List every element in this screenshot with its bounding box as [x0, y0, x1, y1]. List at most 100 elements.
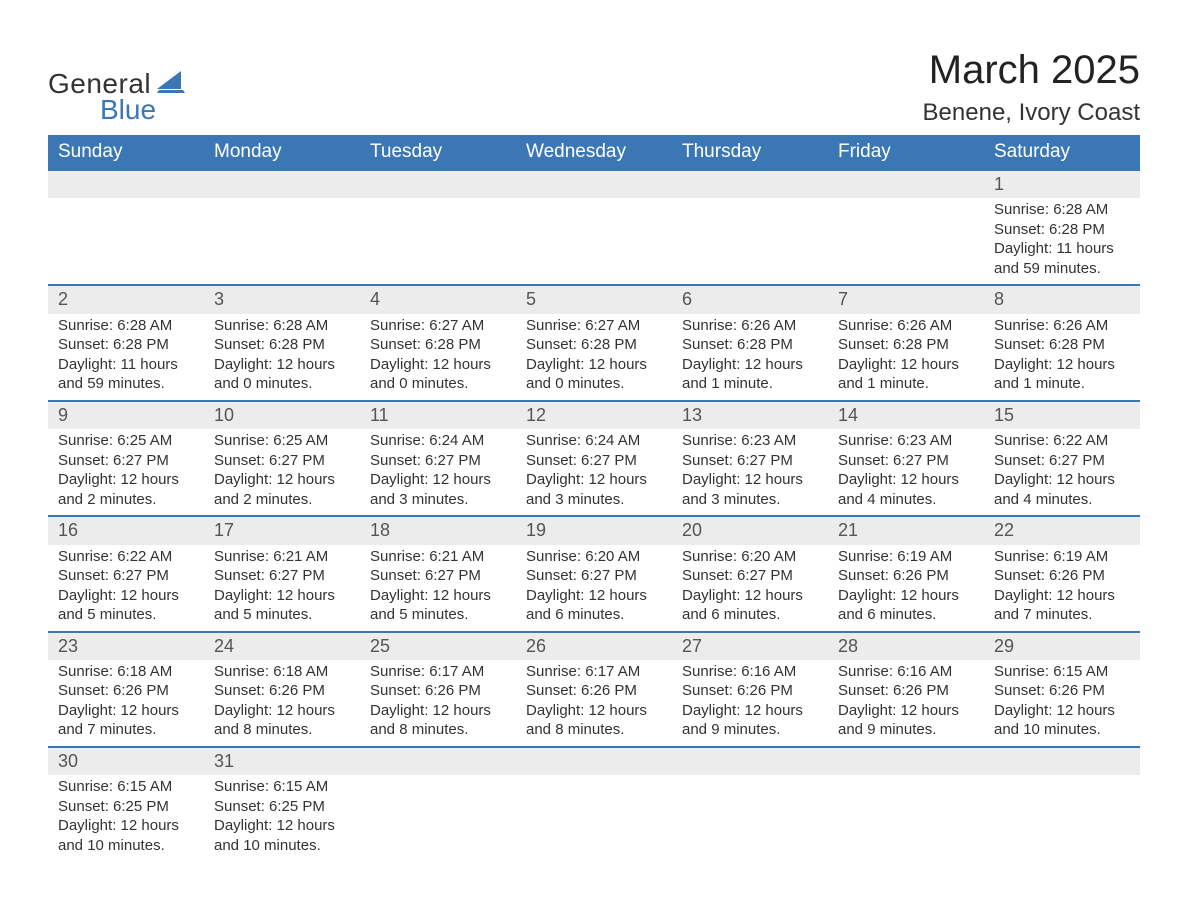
- day-number-cell: 29: [984, 632, 1140, 660]
- sunrise-text: Sunrise: 6:17 AM: [370, 662, 506, 682]
- sunrise-text: Sunrise: 6:15 AM: [58, 777, 194, 797]
- day-info-cell: [984, 775, 1140, 861]
- sunset-text: Sunset: 6:27 PM: [214, 566, 350, 586]
- day-number-cell: 14: [828, 401, 984, 429]
- day-info-cell: [672, 775, 828, 861]
- sunset-text: Sunset: 6:28 PM: [838, 335, 974, 355]
- sunrise-text: Sunrise: 6:28 AM: [994, 200, 1130, 220]
- day-number-cell: 17: [204, 516, 360, 544]
- day-number-cell: 15: [984, 401, 1140, 429]
- day-number-cell: [516, 747, 672, 775]
- daylight-text: Daylight: 12 hours and 10 minutes.: [214, 816, 350, 855]
- sunrise-text: Sunrise: 6:23 AM: [838, 431, 974, 451]
- sunrise-text: Sunrise: 6:18 AM: [58, 662, 194, 682]
- sunrise-text: Sunrise: 6:15 AM: [214, 777, 350, 797]
- day-number-cell: [672, 747, 828, 775]
- day-info-cell: Sunrise: 6:28 AMSunset: 6:28 PMDaylight:…: [48, 314, 204, 401]
- sunset-text: Sunset: 6:27 PM: [58, 451, 194, 471]
- daylight-text: Daylight: 12 hours and 0 minutes.: [370, 355, 506, 394]
- sunset-text: Sunset: 6:26 PM: [994, 681, 1130, 701]
- day-number-cell: 6: [672, 285, 828, 313]
- week-daynum-row: 16171819202122: [48, 516, 1140, 544]
- day-number-cell: 18: [360, 516, 516, 544]
- weekday-header: Friday: [828, 135, 984, 170]
- day-number-cell: [828, 747, 984, 775]
- daylight-text: Daylight: 12 hours and 9 minutes.: [682, 701, 818, 740]
- day-number-cell: 31: [204, 747, 360, 775]
- weekday-header: Monday: [204, 135, 360, 170]
- day-info-cell: Sunrise: 6:23 AMSunset: 6:27 PMDaylight:…: [828, 429, 984, 516]
- sunset-text: Sunset: 6:27 PM: [370, 566, 506, 586]
- daylight-text: Daylight: 12 hours and 10 minutes.: [994, 701, 1130, 740]
- sunrise-text: Sunrise: 6:26 AM: [838, 316, 974, 336]
- week-info-row: Sunrise: 6:15 AMSunset: 6:25 PMDaylight:…: [48, 775, 1140, 861]
- day-number-cell: 30: [48, 747, 204, 775]
- day-info-cell: [828, 775, 984, 861]
- day-info-cell: Sunrise: 6:22 AMSunset: 6:27 PMDaylight:…: [48, 545, 204, 632]
- day-number-cell: 26: [516, 632, 672, 660]
- weekday-header: Wednesday: [516, 135, 672, 170]
- day-number-cell: 25: [360, 632, 516, 660]
- day-number-cell: 2: [48, 285, 204, 313]
- sunset-text: Sunset: 6:26 PM: [682, 681, 818, 701]
- sunrise-text: Sunrise: 6:28 AM: [214, 316, 350, 336]
- sunset-text: Sunset: 6:28 PM: [994, 220, 1130, 240]
- sunset-text: Sunset: 6:28 PM: [58, 335, 194, 355]
- daylight-text: Daylight: 12 hours and 7 minutes.: [994, 586, 1130, 625]
- day-number-cell: 16: [48, 516, 204, 544]
- day-number-cell: [204, 170, 360, 198]
- daylight-text: Daylight: 11 hours and 59 minutes.: [994, 239, 1130, 278]
- day-info-cell: Sunrise: 6:16 AMSunset: 6:26 PMDaylight:…: [828, 660, 984, 747]
- day-info-cell: Sunrise: 6:23 AMSunset: 6:27 PMDaylight:…: [672, 429, 828, 516]
- day-number-cell: [360, 170, 516, 198]
- daylight-text: Daylight: 12 hours and 7 minutes.: [58, 701, 194, 740]
- daylight-text: Daylight: 12 hours and 3 minutes.: [526, 470, 662, 509]
- day-number-cell: 4: [360, 285, 516, 313]
- daylight-text: Daylight: 12 hours and 5 minutes.: [370, 586, 506, 625]
- day-info-cell: Sunrise: 6:18 AMSunset: 6:26 PMDaylight:…: [204, 660, 360, 747]
- daylight-text: Daylight: 12 hours and 1 minute.: [682, 355, 818, 394]
- day-info-cell: Sunrise: 6:16 AMSunset: 6:26 PMDaylight:…: [672, 660, 828, 747]
- sunrise-text: Sunrise: 6:27 AM: [526, 316, 662, 336]
- daylight-text: Daylight: 12 hours and 8 minutes.: [526, 701, 662, 740]
- sunset-text: Sunset: 6:28 PM: [526, 335, 662, 355]
- sunset-text: Sunset: 6:26 PM: [526, 681, 662, 701]
- day-number-cell: [516, 170, 672, 198]
- week-daynum-row: 9101112131415: [48, 401, 1140, 429]
- sunrise-text: Sunrise: 6:28 AM: [58, 316, 194, 336]
- day-number-cell: 9: [48, 401, 204, 429]
- sunset-text: Sunset: 6:26 PM: [838, 681, 974, 701]
- day-number-cell: 8: [984, 285, 1140, 313]
- sunrise-text: Sunrise: 6:21 AM: [370, 547, 506, 567]
- day-number-cell: 21: [828, 516, 984, 544]
- sunset-text: Sunset: 6:27 PM: [838, 451, 974, 471]
- sunrise-text: Sunrise: 6:16 AM: [682, 662, 818, 682]
- day-number-cell: 23: [48, 632, 204, 660]
- sunrise-text: Sunrise: 6:25 AM: [58, 431, 194, 451]
- daylight-text: Daylight: 12 hours and 8 minutes.: [214, 701, 350, 740]
- day-number-cell: 28: [828, 632, 984, 660]
- daylight-text: Daylight: 12 hours and 1 minute.: [838, 355, 974, 394]
- day-info-cell: [516, 775, 672, 861]
- sail-icon: [157, 71, 185, 98]
- day-info-cell: [672, 198, 828, 285]
- day-info-cell: Sunrise: 6:28 AMSunset: 6:28 PMDaylight:…: [984, 198, 1140, 285]
- daylight-text: Daylight: 12 hours and 0 minutes.: [214, 355, 350, 394]
- sunrise-text: Sunrise: 6:26 AM: [994, 316, 1130, 336]
- daylight-text: Daylight: 12 hours and 5 minutes.: [214, 586, 350, 625]
- day-number-cell: 13: [672, 401, 828, 429]
- sunrise-text: Sunrise: 6:22 AM: [994, 431, 1130, 451]
- day-info-cell: Sunrise: 6:22 AMSunset: 6:27 PMDaylight:…: [984, 429, 1140, 516]
- sunset-text: Sunset: 6:25 PM: [58, 797, 194, 817]
- day-info-cell: Sunrise: 6:28 AMSunset: 6:28 PMDaylight:…: [204, 314, 360, 401]
- logo: General Blue: [48, 48, 185, 126]
- sunset-text: Sunset: 6:26 PM: [58, 681, 194, 701]
- week-daynum-row: 2345678: [48, 285, 1140, 313]
- day-info-cell: Sunrise: 6:25 AMSunset: 6:27 PMDaylight:…: [204, 429, 360, 516]
- day-number-cell: 20: [672, 516, 828, 544]
- weekday-header: Sunday: [48, 135, 204, 170]
- weekday-header: Thursday: [672, 135, 828, 170]
- weekday-header-row: Sunday Monday Tuesday Wednesday Thursday…: [48, 135, 1140, 170]
- daylight-text: Daylight: 12 hours and 6 minutes.: [838, 586, 974, 625]
- day-number-cell: 22: [984, 516, 1140, 544]
